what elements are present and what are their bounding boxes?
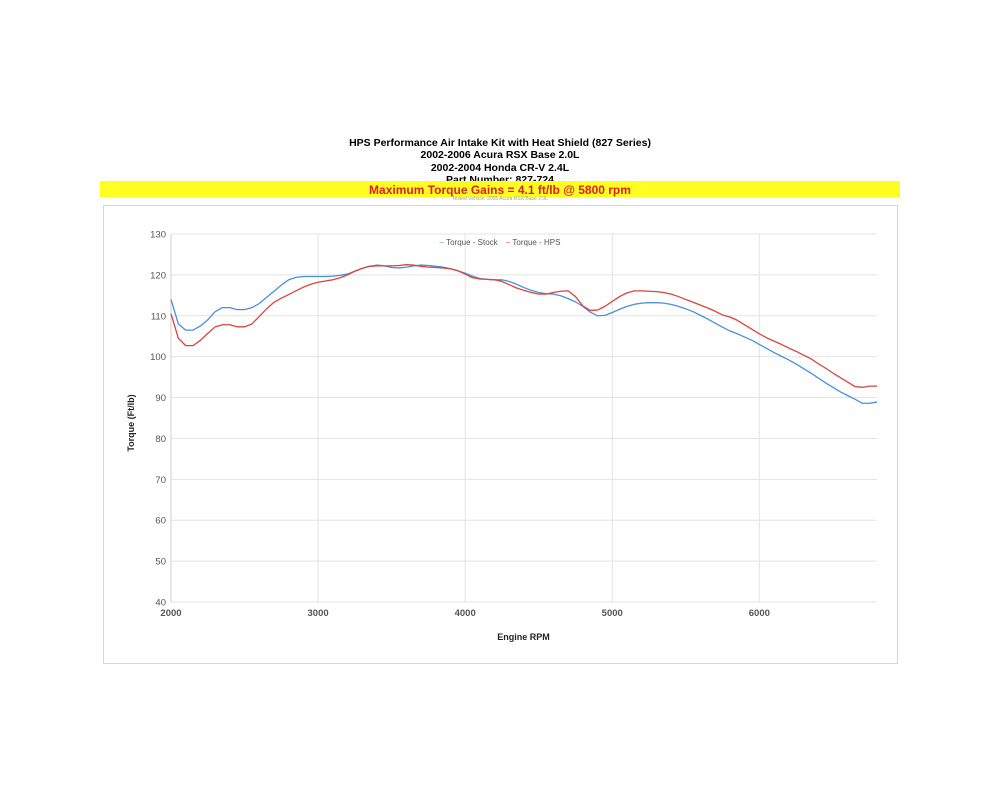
x-tick-label: 4000	[455, 608, 476, 619]
chart-title-line-2: 2002-2006 Acura RSX Base 2.0L	[420, 149, 580, 162]
y-tick-label: 100	[150, 352, 166, 363]
y-tick-label: 80	[155, 434, 166, 445]
series-line-hps	[170, 264, 877, 388]
y-tick-label: 40	[155, 598, 166, 609]
chart-frame	[103, 205, 898, 664]
y-tick-label: 110	[151, 311, 166, 322]
y-tick-label: 70	[155, 475, 166, 486]
y-tick-label: 50	[155, 557, 166, 568]
x-tick-label: 3000	[308, 608, 329, 619]
legend-dash-stock: –	[439, 238, 444, 247]
y-tick-label: 120	[150, 270, 166, 281]
legend-item-hps: – Torque - HPS	[506, 238, 561, 247]
y-tick-label: 60	[155, 516, 166, 527]
y-tick-label: 130	[150, 230, 166, 241]
legend-item-stock: – Torque - Stock	[440, 238, 500, 247]
max-gain-banner: Maximum Torque Gains = 4.1 ft/lb @ 5800 …	[100, 181, 900, 197]
x-tick-label: 2000	[160, 608, 181, 619]
x-tick-label: 5000	[602, 608, 623, 619]
x-axis-title: Engine RPM	[497, 632, 550, 642]
chart-legend: – Torque - Stock – Torque - HPS	[0, 238, 1000, 247]
chart-title-line-1: HPS Performance Air Intake Kit with Heat…	[349, 137, 651, 149]
legend-label-stock: Torque - Stock	[446, 238, 498, 247]
legend-label-hps: Torque - HPS	[512, 238, 561, 247]
series-line-stock	[170, 264, 878, 404]
y-axis-title: Torque (Ft/lb)	[126, 394, 136, 452]
chart-title-line-3: 2002-2004 Honda CR-V 2.4L	[430, 161, 570, 174]
max-gain-text: Maximum Torque Gains = 4.1 ft/lb @ 5800 …	[369, 183, 631, 197]
legend-dash-hps: –	[505, 238, 511, 247]
x-tick-label: 6000	[749, 608, 770, 619]
y-tick-label: 90	[155, 393, 166, 404]
tested-vehicle-note: Tested Vehicle: 2005 Acura RSX Base 2.0L	[452, 196, 548, 202]
